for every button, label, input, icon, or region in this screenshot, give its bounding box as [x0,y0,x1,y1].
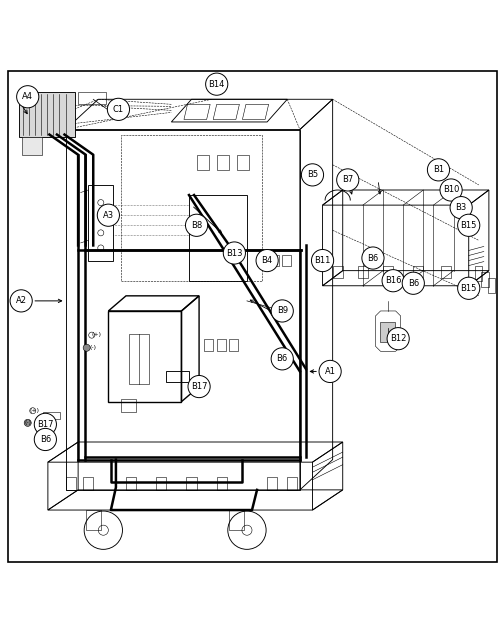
Bar [333,265,343,278]
Bar [217,339,226,351]
Text: B3: B3 [456,203,467,212]
Text: B6: B6 [408,279,419,288]
Bar [358,265,368,278]
Bar [108,311,181,402]
Bar [129,334,149,384]
Bar [121,135,262,281]
Text: (-): (-) [24,420,31,425]
Circle shape [387,327,409,349]
Bar [257,255,266,265]
Text: B17: B17 [191,382,207,391]
Bar [383,265,393,278]
Circle shape [301,164,324,186]
Text: A3: A3 [103,210,114,220]
Circle shape [17,86,39,108]
Circle shape [10,290,32,312]
Text: A1: A1 [325,367,336,376]
Bar [229,339,238,351]
Circle shape [319,360,341,382]
Circle shape [34,428,56,451]
Circle shape [337,169,359,191]
Circle shape [256,250,278,272]
Circle shape [382,270,404,292]
Bar [86,510,101,530]
Text: B1: B1 [433,166,444,174]
Circle shape [206,73,228,95]
Text: B12: B12 [390,334,406,343]
Circle shape [458,277,480,300]
Circle shape [311,250,334,272]
Bar [19,92,75,137]
Bar [197,155,209,170]
Text: B13: B13 [226,248,242,257]
Circle shape [440,179,462,201]
Bar [267,477,277,490]
Text: B16: B16 [385,276,401,285]
Bar [83,477,93,490]
Bar [217,477,227,490]
Text: B6: B6 [277,355,288,363]
Bar [282,255,291,265]
Bar [475,265,482,281]
Circle shape [458,214,480,236]
Text: B4: B4 [262,256,273,265]
Bar [156,477,166,490]
Text: (+): (+) [29,408,39,413]
Bar [270,255,279,265]
Circle shape [271,348,293,370]
Circle shape [427,159,450,181]
Text: (+): (+) [92,332,102,337]
Text: B14: B14 [209,80,225,88]
Text: A2: A2 [16,296,27,305]
Bar [126,477,136,490]
Circle shape [97,204,119,226]
Bar [287,477,297,490]
Text: B17: B17 [37,420,53,429]
Circle shape [188,375,210,398]
Text: B6: B6 [40,435,51,444]
Bar [481,272,489,287]
Circle shape [402,272,424,295]
Bar [380,322,395,342]
Text: (-): (-) [90,345,97,349]
Text: B10: B10 [443,186,459,195]
Bar [121,399,136,412]
Circle shape [223,242,245,264]
Text: C1: C1 [113,105,124,114]
Bar [488,277,495,293]
Circle shape [271,300,293,322]
Circle shape [107,98,130,121]
Circle shape [185,214,208,236]
Circle shape [362,247,384,269]
Bar [413,265,423,278]
Bar [204,339,213,351]
Bar [22,137,42,155]
Circle shape [83,344,90,351]
Text: B9: B9 [277,307,288,315]
Text: B6: B6 [367,253,379,262]
Bar [78,92,106,104]
Bar [66,477,76,490]
Text: B7: B7 [342,176,353,185]
Text: B8: B8 [191,221,202,230]
Circle shape [24,419,31,427]
Circle shape [450,197,472,219]
Text: B11: B11 [314,256,331,265]
Bar [186,477,197,490]
Bar [441,265,451,278]
Bar [43,412,60,419]
Circle shape [34,413,56,435]
Text: A4: A4 [22,92,33,101]
Bar [229,510,244,530]
Text: B15: B15 [461,284,477,293]
Bar [237,155,249,170]
Bar [217,155,229,170]
Text: B5: B5 [307,171,318,179]
Bar [166,372,189,382]
Text: B15: B15 [461,221,477,230]
